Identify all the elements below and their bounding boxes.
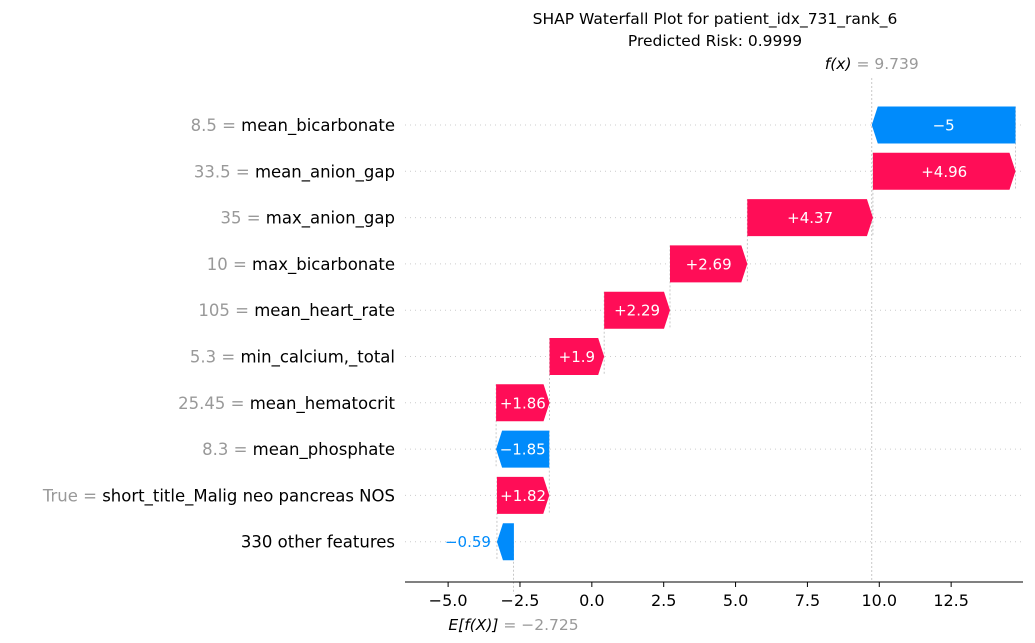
positive-bar	[549, 338, 605, 375]
chart-title: SHAP Waterfall Plot for patient_idx_731_…	[533, 10, 898, 29]
annotations: f(x) = 9.739 E[f(X)] = −2.725	[448, 55, 918, 634]
chart-subtitle: Predicted Risk: 0.9999	[628, 32, 802, 50]
positive-bar	[496, 476, 550, 514]
positive-bar	[604, 291, 670, 329]
feature-value: 25.45 =	[178, 394, 250, 413]
feature-label: 35 = max_anion_gap	[220, 209, 395, 229]
feature-labels: 8.5 = mean_bicarbonate 33.5 = mean_anion_…	[42, 116, 396, 552]
feature-name: max_anion_gap	[266, 209, 395, 229]
feature-label: 10 = max_bicarbonate	[207, 255, 395, 275]
feature-value: 105 =	[198, 301, 254, 320]
feature-name: mean_hematocrit	[250, 394, 396, 414]
feature-name: mean_anion_gap	[255, 162, 395, 182]
feature-value: 10 =	[207, 255, 252, 274]
feature-name: mean_phosphate	[253, 440, 395, 460]
feature-value: 35 =	[220, 209, 265, 228]
feature-name: short_title_Malig neo pancreas NOS	[102, 486, 395, 506]
negative-bar	[496, 430, 550, 468]
feature-value: 33.5 =	[194, 162, 255, 181]
base-label: E[f(X)]	[448, 616, 498, 634]
bar-value-label: +1.9	[559, 348, 595, 366]
positive-bar	[872, 152, 1016, 190]
bar-value-label: −5	[933, 117, 955, 135]
positive-bar	[496, 384, 550, 422]
feature-label: 33.5 = mean_anion_gap	[194, 162, 395, 182]
x-tick-label: −5.0	[429, 591, 468, 610]
x-tick-label: 0.0	[579, 591, 604, 610]
x-tick-label: 5.0	[723, 591, 748, 610]
feature-label: 8.5 = mean_bicarbonate	[191, 116, 395, 136]
x-tick-label: 10.0	[861, 591, 897, 610]
feature-label: 105 = mean_heart_rate	[198, 301, 395, 321]
bar-value-label: +1.82	[500, 487, 546, 505]
feature-label: 330 other features	[241, 533, 395, 552]
feature-value: 5.3 =	[190, 348, 241, 367]
negative-bar	[871, 106, 1016, 144]
negative-bar	[496, 523, 514, 561]
fx-label: f(x)	[825, 55, 852, 73]
feature-label: 5.3 = min_calcium,_total	[190, 348, 395, 368]
bar-value-label: +2.69	[686, 255, 732, 273]
fx-annotation: f(x) = 9.739	[825, 55, 919, 73]
bar-value-label: +4.37	[787, 209, 833, 227]
feature-name: min_calcium,_total	[240, 348, 395, 368]
feature-label: 8.3 = mean_phosphate	[202, 440, 395, 460]
feature-name: mean_heart_rate	[254, 301, 395, 321]
base-annotation: E[f(X)] = −2.725	[448, 616, 578, 634]
feature-value: True =	[42, 486, 102, 505]
bar-value-label: −0.59	[445, 533, 491, 551]
x-tick-label: 7.5	[795, 591, 820, 610]
x-tick-label: −2.5	[501, 591, 540, 610]
base-value: = −2.725	[498, 616, 578, 634]
x-tick-label: 2.5	[651, 591, 676, 610]
bar-value-label: +1.86	[500, 394, 546, 412]
feature-label: True = short_title_Malig neo pancreas NO…	[42, 486, 395, 506]
positive-bar	[669, 245, 748, 283]
bar-value-label: −1.85	[500, 441, 546, 459]
feature-name: mean_bicarbonate	[241, 116, 395, 136]
fx-value: = 9.739	[852, 55, 919, 73]
bar-value-label: +2.29	[614, 302, 660, 320]
x-axis: −5.0 −2.5 0.0 2.5 5.0 7.5 10.0 12.5	[405, 581, 1023, 610]
bar-value-label: +4.96	[921, 163, 967, 181]
feature-name: 330 other features	[241, 533, 395, 552]
waterfall-bars: −5 +4.96 +4.37 +2.69 +2.29 +1.9 +1.86 −1.85 +1.8…	[445, 106, 1016, 561]
feature-label: 25.45 = mean_hematocrit	[178, 394, 395, 414]
feature-value: 8.3 =	[202, 440, 253, 459]
feature-name: max_bicarbonate	[252, 255, 395, 275]
feature-value: 8.5 =	[191, 116, 242, 135]
positive-bar	[747, 199, 873, 237]
x-tick-label: 12.5	[933, 591, 969, 610]
